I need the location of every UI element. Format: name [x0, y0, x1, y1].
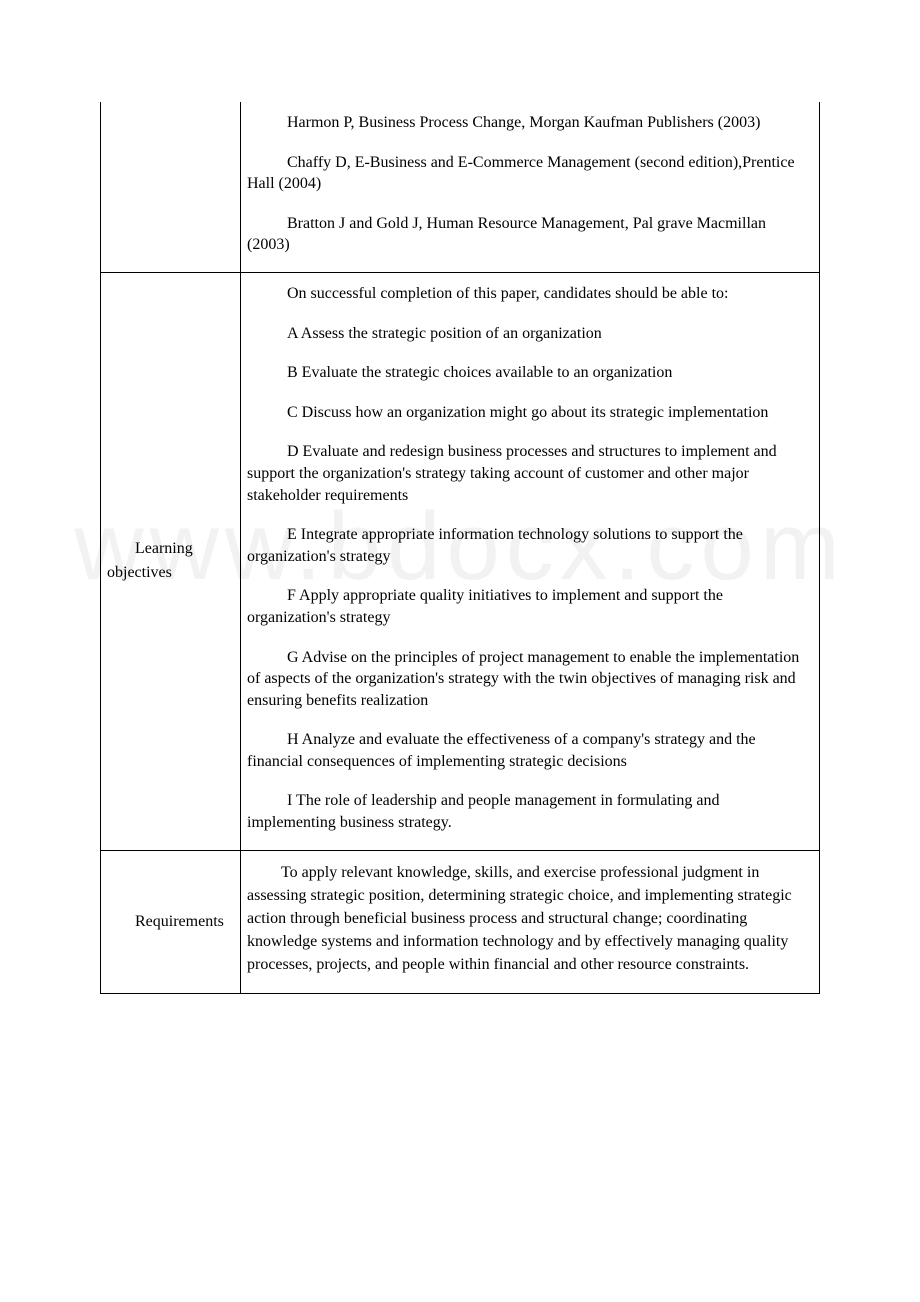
objective-d: D Evaluate and redesign business process…: [247, 441, 811, 506]
objectives-intro: On successful completion of this paper, …: [247, 283, 811, 305]
objective-g: G Advise on the principles of project ma…: [247, 647, 811, 712]
table-row-requirements: Requirements To apply relevant knowledge…: [101, 850, 820, 993]
objective-i: I The role of leadership and people mana…: [247, 790, 811, 833]
objective-e: E Integrate appropriate information tech…: [247, 524, 811, 567]
label-cell-requirements: Requirements: [101, 850, 241, 993]
table-row-references: Harmon P, Business Process Change, Morga…: [101, 102, 820, 272]
requirements-text: To apply relevant knowledge, skills, and…: [247, 861, 811, 977]
objective-a: A Assess the strategic position of an or…: [247, 323, 811, 345]
label-cell-learning-objectives: Learning objectives: [101, 272, 241, 850]
content-cell-references: Harmon P, Business Process Change, Morga…: [241, 102, 820, 272]
table-row-learning-objectives: Learning objectives On successful comple…: [101, 272, 820, 850]
course-info-table: Harmon P, Business Process Change, Morga…: [100, 102, 820, 994]
content-cell-learning-objectives: On successful completion of this paper, …: [241, 272, 820, 850]
label-cell-references: [101, 102, 241, 272]
reference-bratton: Bratton J and Gold J, Human Resource Man…: [247, 213, 811, 256]
reference-chaffy: Chaffy D, E-Business and E-Commerce Mana…: [247, 152, 811, 195]
content-cell-requirements: To apply relevant knowledge, skills, and…: [241, 850, 820, 993]
reference-harmon: Harmon P, Business Process Change, Morga…: [247, 112, 811, 134]
label-requirements: Requirements: [107, 910, 236, 934]
objective-b: B Evaluate the strategic choices availab…: [247, 362, 811, 384]
label-learning-objectives: Learning objectives: [107, 537, 236, 585]
objective-c: C Discuss how an organization might go a…: [247, 402, 811, 424]
objective-f: F Apply appropriate quality initiatives …: [247, 585, 811, 628]
objective-h: H Analyze and evaluate the effectiveness…: [247, 729, 811, 772]
